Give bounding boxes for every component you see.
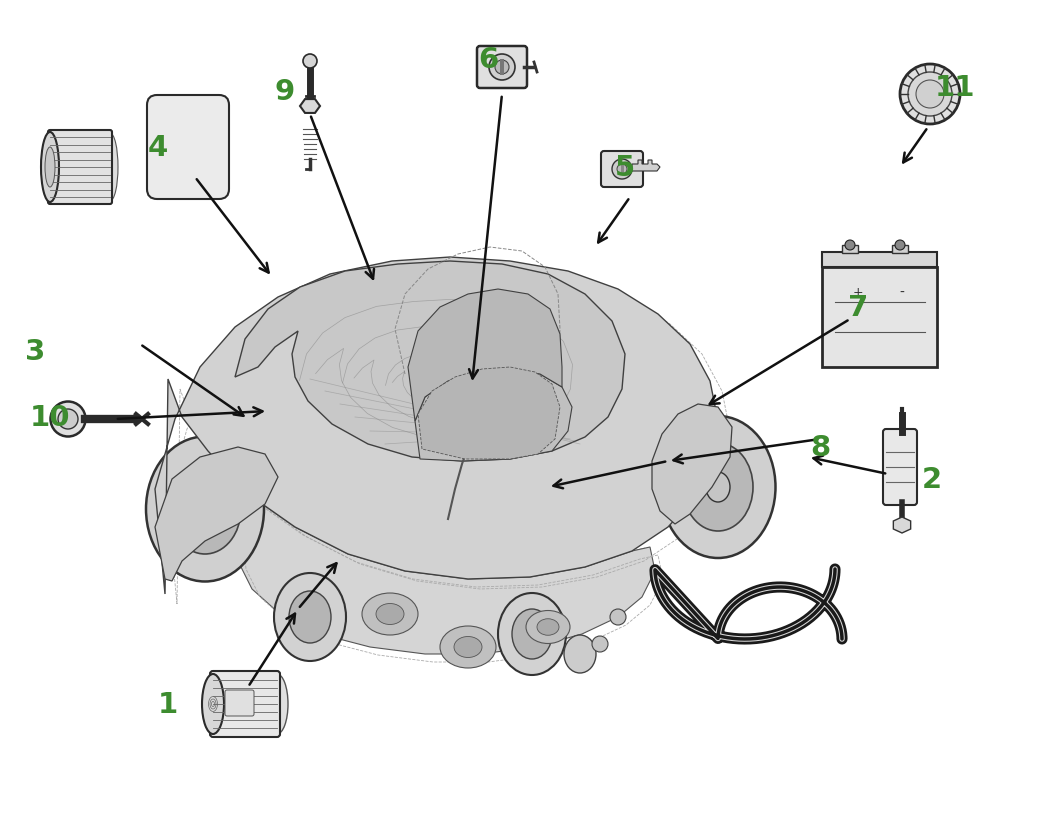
Text: 9: 9: [275, 78, 295, 106]
Bar: [621, 164, 624, 176]
Ellipse shape: [266, 674, 288, 734]
Polygon shape: [894, 518, 911, 533]
FancyBboxPatch shape: [210, 672, 280, 737]
Circle shape: [489, 55, 515, 81]
Polygon shape: [155, 258, 718, 595]
FancyBboxPatch shape: [225, 691, 254, 716]
Polygon shape: [408, 289, 562, 422]
FancyBboxPatch shape: [477, 47, 527, 88]
Circle shape: [895, 241, 905, 251]
Polygon shape: [235, 495, 656, 654]
Circle shape: [908, 73, 952, 117]
Text: 10: 10: [30, 404, 70, 432]
Polygon shape: [155, 447, 279, 581]
Ellipse shape: [362, 593, 418, 635]
Ellipse shape: [439, 626, 496, 668]
Text: 5: 5: [615, 154, 635, 182]
Ellipse shape: [706, 472, 730, 502]
Ellipse shape: [454, 637, 482, 657]
Circle shape: [610, 609, 626, 625]
Circle shape: [617, 165, 627, 174]
Circle shape: [845, 241, 855, 251]
Bar: [842, 246, 858, 254]
Text: 3: 3: [24, 337, 46, 366]
Ellipse shape: [274, 573, 346, 662]
Circle shape: [916, 81, 944, 109]
Text: 2: 2: [922, 466, 943, 494]
Bar: [892, 246, 908, 254]
Polygon shape: [418, 367, 560, 460]
Text: -: -: [899, 285, 904, 299]
Ellipse shape: [146, 437, 264, 582]
Polygon shape: [235, 261, 625, 461]
Ellipse shape: [58, 409, 78, 429]
Circle shape: [495, 61, 509, 75]
Ellipse shape: [202, 674, 225, 734]
Circle shape: [592, 636, 608, 653]
Bar: [822, 253, 937, 268]
Text: 1: 1: [158, 691, 178, 718]
Ellipse shape: [661, 417, 775, 558]
Ellipse shape: [526, 611, 570, 643]
Ellipse shape: [44, 148, 55, 188]
Ellipse shape: [498, 593, 566, 675]
Text: 6: 6: [478, 46, 498, 74]
FancyBboxPatch shape: [883, 429, 917, 505]
Polygon shape: [300, 100, 320, 114]
Polygon shape: [652, 404, 732, 524]
Ellipse shape: [564, 635, 596, 673]
Ellipse shape: [376, 604, 403, 624]
Text: +: +: [852, 286, 863, 299]
Ellipse shape: [683, 443, 753, 532]
FancyBboxPatch shape: [48, 131, 112, 205]
Circle shape: [303, 55, 317, 69]
FancyBboxPatch shape: [602, 152, 643, 188]
Text: 11: 11: [935, 74, 975, 102]
Bar: [822, 268, 937, 367]
Ellipse shape: [102, 134, 118, 202]
Ellipse shape: [41, 133, 59, 203]
Polygon shape: [632, 160, 660, 172]
Text: 8: 8: [810, 433, 830, 461]
Circle shape: [612, 160, 632, 179]
Ellipse shape: [289, 591, 331, 643]
Circle shape: [900, 65, 961, 125]
Text: 4: 4: [148, 134, 168, 162]
Ellipse shape: [537, 619, 559, 635]
Text: 7: 7: [848, 294, 868, 322]
Polygon shape: [415, 370, 572, 461]
Ellipse shape: [169, 465, 241, 554]
FancyBboxPatch shape: [147, 96, 229, 200]
Bar: [500, 60, 504, 76]
Ellipse shape: [511, 609, 552, 659]
Ellipse shape: [51, 402, 86, 437]
Ellipse shape: [193, 494, 217, 525]
